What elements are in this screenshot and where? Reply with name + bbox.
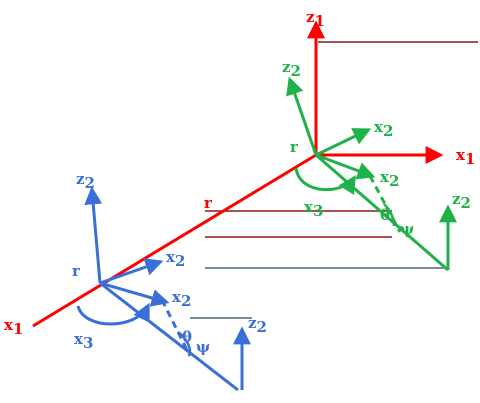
label-r-main: r	[204, 194, 213, 212]
blue-psi-arc	[177, 331, 192, 353]
blue-theta-arc	[76, 302, 150, 326]
label-r-blue: r	[72, 262, 81, 280]
label-psi-blue: ψ	[196, 338, 210, 356]
label-x2-blue: x2	[166, 248, 185, 270]
label-x1: x1	[456, 146, 475, 168]
label-z2-blue: z2	[76, 170, 95, 192]
label-z2-blue-right: z2	[248, 314, 267, 336]
label-theta-blue: θ	[182, 328, 192, 346]
label-x3-green: x3	[304, 198, 323, 220]
label-z2-green-right: z2	[452, 190, 471, 212]
blue-x3-axis	[99, 281, 170, 307]
label-x1-left: x1	[4, 316, 23, 338]
blue-z2-axis	[84, 186, 103, 284]
label-z1: z1	[306, 8, 325, 30]
green-x3-axis	[315, 153, 376, 180]
label-x2-green-lower: x2	[380, 168, 399, 190]
blue-dashed-line	[160, 299, 192, 357]
label-x2-blue-lower: x2	[172, 288, 191, 310]
green-x2-axis	[315, 128, 372, 157]
blue-x2-axis	[99, 258, 164, 285]
label-x3-blue: x3	[74, 330, 93, 352]
blue-diagonal-line	[99, 281, 239, 392]
label-theta-green: θ	[380, 206, 390, 224]
label-r-green: r	[290, 138, 299, 156]
green-theta-arc	[294, 167, 356, 195]
label-z2-green: z2	[282, 58, 301, 80]
green-z2-axis	[286, 76, 318, 156]
label-x2-green: x2	[374, 118, 393, 140]
label-psi-green: ψ	[400, 220, 414, 238]
green-psi-arc	[383, 203, 396, 227]
main-axis-x1-line	[32, 153, 317, 328]
green-diagonal-line	[315, 153, 449, 272]
